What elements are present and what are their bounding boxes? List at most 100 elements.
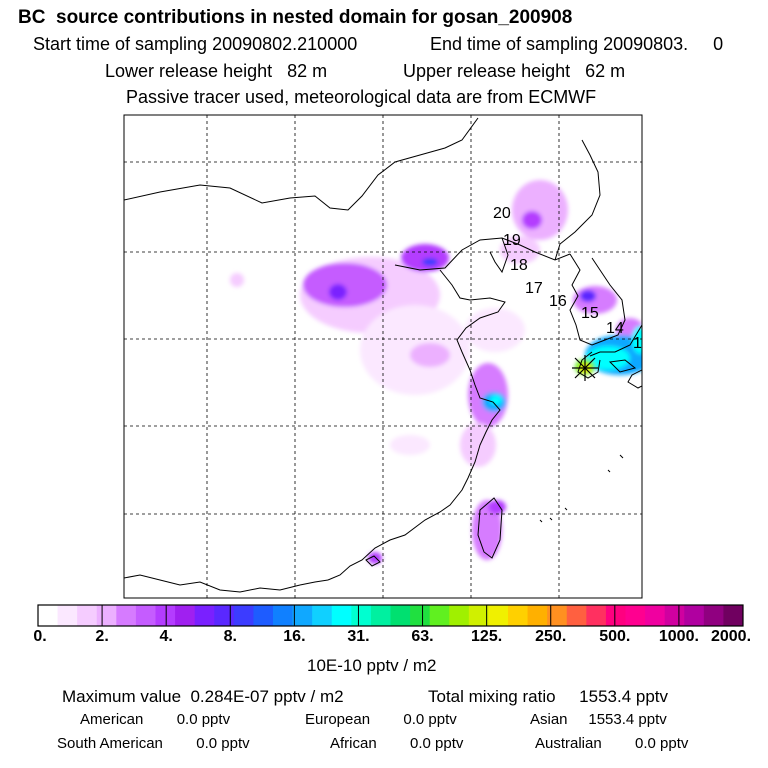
plume-zhejiang bbox=[460, 423, 496, 467]
plume-yellow-sea bbox=[465, 308, 525, 352]
colorbar-swatch bbox=[116, 605, 137, 626]
asian-contribution: Asian 1553.4 pptv bbox=[530, 711, 667, 728]
grid-lines bbox=[124, 115, 642, 598]
american-contribution: American 0.0 pptv bbox=[80, 711, 231, 728]
bohai-coast bbox=[327, 269, 506, 581]
colorbar bbox=[38, 605, 744, 626]
hainan-island bbox=[365, 555, 381, 567]
plume-northeast bbox=[512, 180, 568, 240]
ryukyu-islands bbox=[539, 454, 624, 523]
colorbar-tick-label: 16. bbox=[283, 628, 306, 645]
colorbar-swatch bbox=[586, 605, 607, 626]
china-northeast-border bbox=[554, 139, 601, 261]
japan-kyushu bbox=[577, 351, 601, 379]
colorbar-swatch bbox=[351, 605, 372, 626]
plume-beijing bbox=[401, 244, 449, 272]
colorbar-swatch bbox=[194, 605, 215, 626]
colorbar-swatch bbox=[703, 605, 724, 626]
colorbar-tick-label: 8. bbox=[223, 628, 237, 645]
plume-japan-east bbox=[632, 326, 642, 354]
colorbar-swatch bbox=[273, 605, 293, 626]
korea-peninsula bbox=[569, 253, 626, 346]
south-coast-detail bbox=[299, 579, 329, 586]
concentration-field bbox=[230, 180, 642, 564]
australian-contribution: Australian 0.0 pptv bbox=[535, 735, 689, 752]
trajectory-label-1: 1 bbox=[633, 335, 642, 352]
colorbar-swatch bbox=[527, 605, 548, 626]
colorbar-tick-label: 125. bbox=[471, 628, 503, 645]
liaodong-peninsula bbox=[489, 237, 509, 274]
colorbar-frame bbox=[37, 604, 744, 627]
european-contribution: European 0.0 pptv bbox=[305, 711, 457, 728]
plume-shandong-spot bbox=[410, 343, 450, 367]
colorbar-swatch bbox=[155, 605, 176, 626]
trajectory-label-19: 19 bbox=[503, 232, 521, 249]
colorbar-swatch bbox=[175, 605, 196, 626]
colorbar-swatch bbox=[410, 605, 431, 626]
total-mixing-ratio-label: Total mixing ratio 1553.4 pptv bbox=[428, 687, 669, 706]
colorbar-swatch bbox=[292, 605, 313, 626]
trajectory-label-14: 14 bbox=[606, 320, 624, 337]
lower-release-height-label: Lower release height 82 m bbox=[105, 61, 328, 81]
colorbar-swatch bbox=[547, 605, 568, 626]
colorbar-tick-label: 31. bbox=[347, 628, 370, 645]
plume-korea-core bbox=[580, 290, 596, 302]
japan-honshu bbox=[589, 324, 642, 357]
colorbar-tick-label: 1000. bbox=[658, 628, 699, 645]
trajectory-label-16: 16 bbox=[549, 293, 567, 310]
mongolia-border bbox=[124, 117, 479, 211]
colorbar-swatch bbox=[488, 605, 509, 626]
maximum-value-label: Maximum value 0.284E-07 pptv / m2 bbox=[62, 687, 344, 706]
colorbar-swatch bbox=[370, 605, 391, 626]
map-panel: 20 19 18 17 16 15 14 1 bbox=[124, 115, 642, 598]
colorbar-swatch bbox=[449, 605, 470, 626]
colorbar-swatch bbox=[625, 605, 646, 626]
plot-title: BC source contributions in nested domain… bbox=[18, 7, 573, 28]
colorbar-swatch bbox=[429, 605, 450, 626]
colorbar-swatch bbox=[390, 605, 411, 626]
start-time-label: Start time of sampling 20090802.210000 bbox=[33, 34, 358, 54]
tracer-note: Passive tracer used, meteorological data… bbox=[126, 87, 597, 107]
colorbar-swatch bbox=[57, 605, 78, 626]
colorbar-tick-label: 0. bbox=[33, 628, 47, 645]
plume-japan-core bbox=[586, 346, 630, 370]
trajectory-label-20: 20 bbox=[493, 205, 511, 222]
colorbar-swatch bbox=[723, 605, 744, 626]
colorbar-swatch bbox=[684, 605, 705, 626]
trajectory-label-18: 18 bbox=[510, 257, 528, 274]
colorbar-swatch bbox=[508, 605, 528, 626]
colorbar-dividers bbox=[101, 605, 680, 626]
plume-fujian bbox=[390, 435, 430, 455]
colorbar-tick-label: 4. bbox=[159, 628, 173, 645]
colorbar-swatch bbox=[664, 605, 685, 626]
african-contribution: African 0.0 pptv bbox=[330, 735, 464, 752]
plume-beijing-core bbox=[422, 258, 438, 266]
colorbar-tick-label: 250. bbox=[535, 628, 567, 645]
south-american-contribution: South American 0.0 pptv bbox=[57, 735, 250, 752]
colorbar-swatch bbox=[77, 605, 98, 626]
colorbar-swatch bbox=[468, 605, 489, 626]
plume-north-china-peak bbox=[329, 284, 347, 300]
star-marker bbox=[572, 355, 598, 381]
plume-liaoning bbox=[500, 236, 540, 264]
colorbar-swatch bbox=[312, 605, 333, 626]
taiwan-island bbox=[477, 497, 503, 559]
colorbar-swatch bbox=[38, 605, 58, 626]
colorbar-swatch bbox=[605, 605, 626, 626]
colorbar-tick-label: 63. bbox=[411, 628, 434, 645]
colorbar-tick-label: 2000. bbox=[710, 628, 752, 645]
colorbar-swatch bbox=[233, 605, 254, 626]
map-frame bbox=[123, 114, 643, 599]
colorbar-swatch bbox=[96, 605, 117, 626]
southwest-border bbox=[124, 574, 301, 593]
trajectory-label-15: 15 bbox=[581, 305, 599, 322]
plume-north-china-core bbox=[303, 263, 387, 307]
colorbar-unit-label: 10E-10 pptv / m2 bbox=[307, 656, 437, 675]
colorbar-swatch bbox=[253, 605, 274, 626]
trajectory-label-17: 17 bbox=[525, 280, 543, 297]
japan-honshu-south bbox=[627, 369, 642, 389]
coastlines bbox=[124, 117, 642, 593]
colorbar-swatch bbox=[331, 605, 352, 626]
japan-shikoku bbox=[608, 359, 637, 373]
